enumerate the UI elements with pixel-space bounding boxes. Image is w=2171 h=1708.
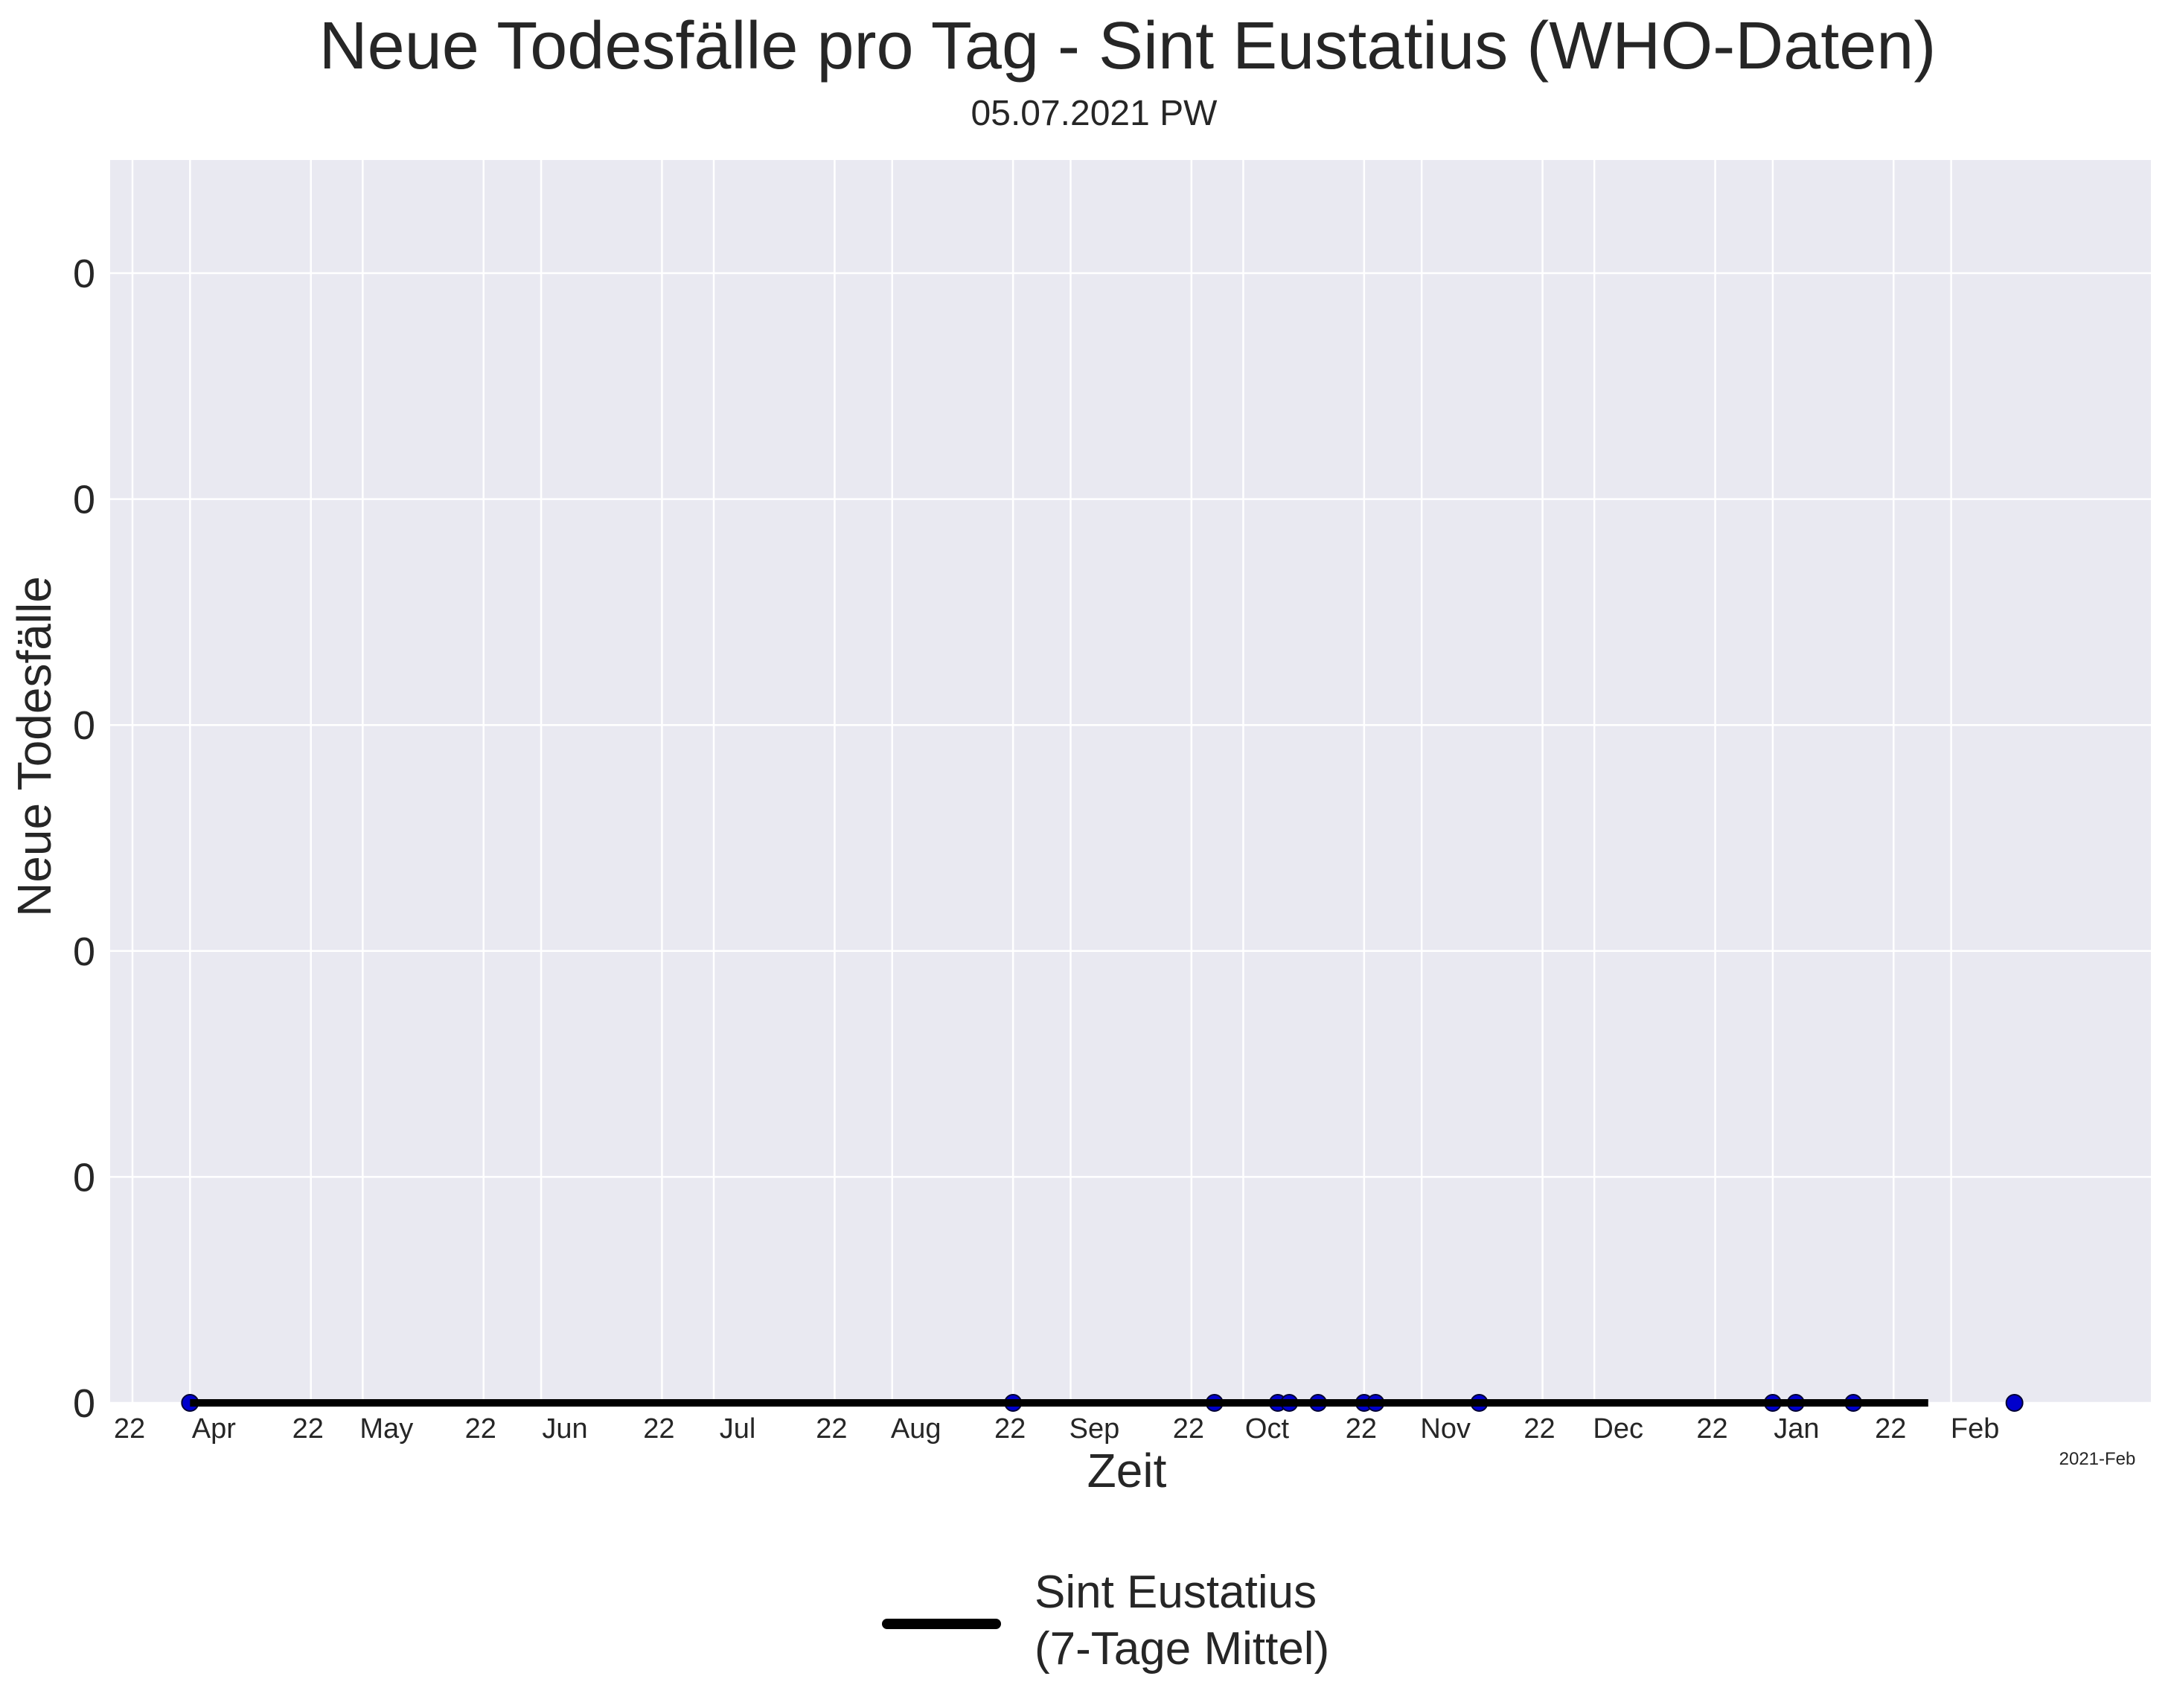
- x-tick-label: Sep: [1069, 1413, 1120, 1445]
- y-tick-label: 0: [73, 1155, 95, 1200]
- y-tick-label: 0: [73, 703, 95, 748]
- chart-subtitle: 05.07.2021 PW: [971, 94, 1218, 133]
- x-tick-label: Aug: [891, 1413, 941, 1445]
- y-tick-label: 0: [73, 252, 95, 296]
- chart-title: Neue Todesfälle pro Tag - Sint Eustatius…: [319, 9, 1937, 83]
- x-axis-label: Zeit: [1087, 1444, 1167, 1497]
- x-tick-label: Dec: [1593, 1413, 1643, 1445]
- x-tick-label: 22: [816, 1413, 847, 1445]
- plot-area: [110, 160, 2151, 1403]
- x-tick-label: Nov: [1420, 1413, 1471, 1445]
- x-tick-label: 22: [292, 1413, 324, 1445]
- legend-label-line-1: Sint Eustatius: [1035, 1567, 1317, 1618]
- x-offset-label: 2021-Feb: [2059, 1449, 2136, 1469]
- x-tick-label: Feb: [1951, 1413, 1999, 1445]
- x-tick-label: 22: [994, 1413, 1026, 1445]
- series-layer: [181, 1394, 2024, 1412]
- x-tick-label: 22: [1696, 1413, 1727, 1445]
- y-tick-labels: 0 0 0 0 0 0: [73, 252, 95, 1426]
- x-tick-label: Jan: [1774, 1413, 1819, 1445]
- x-tick-label: Apr: [192, 1413, 236, 1445]
- x-tick-label: 22: [1173, 1413, 1204, 1445]
- legend-label-line-2: (7-Tage Mittel): [1035, 1623, 1329, 1675]
- x-tick-label: 22: [114, 1413, 145, 1445]
- x-tick-labels: 22 Apr 22 May 22 Jun 22 Jul 22 Aug 22 Sep 22 Oct 22 Nov…: [114, 1413, 1999, 1445]
- x-tick-label: 22: [1346, 1413, 1377, 1445]
- legend-label: Sint Eustatius (7-Tage Mittel): [1035, 1567, 1329, 1675]
- x-tick-label: 22: [643, 1413, 674, 1445]
- x-tick-label: Jul: [720, 1413, 756, 1445]
- x-tick-label: May: [359, 1413, 413, 1445]
- y-tick-label: 0: [73, 478, 95, 522]
- data-point: [2005, 1394, 2024, 1412]
- y-tick-label: 0: [73, 1381, 95, 1426]
- legend: Sint Eustatius (7-Tage Mittel): [882, 1567, 1329, 1675]
- y-tick-label: 0: [73, 930, 95, 974]
- x-tick-label: 22: [465, 1413, 496, 1445]
- y-axis-label: Neue Todesfälle: [7, 576, 61, 917]
- x-tick-label: Jun: [542, 1413, 587, 1445]
- x-tick-label: Oct: [1245, 1413, 1290, 1445]
- x-tick-label: 22: [1875, 1413, 1906, 1445]
- x-gridlines: [131, 160, 1952, 1403]
- x-tick-label: 22: [1523, 1413, 1555, 1445]
